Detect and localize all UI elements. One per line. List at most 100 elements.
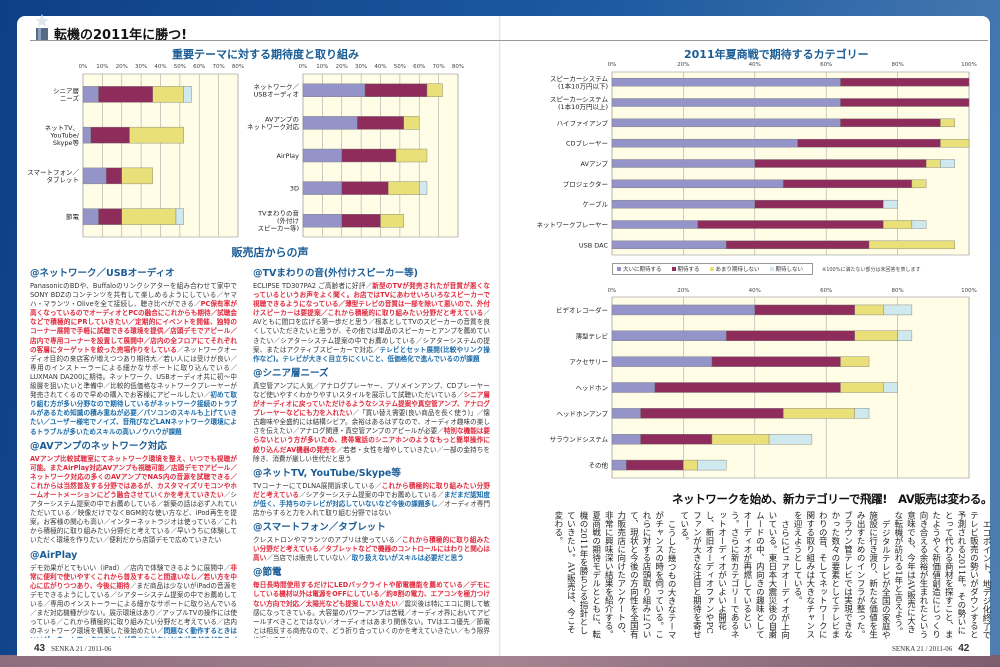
comment-text: ／シアターシステム提案の中でお薦めしている／ (298, 490, 444, 499)
bar-segment-4 (897, 330, 913, 341)
category-label: CDプレーヤー (566, 140, 608, 148)
tick-label: 50% (394, 64, 406, 70)
tick-label: 80% (452, 64, 464, 70)
trophy-icon (35, 14, 49, 40)
bar-segment-1 (611, 382, 656, 393)
chart-summer-a: 0% 20% 40% 60% 80% 100% スピーカーシステム(1本10万円以下) スピー… (537, 62, 977, 256)
footer-left: 43 SENKA 21 / 2011-06 (28, 643, 111, 655)
bar-segment-1 (302, 83, 366, 97)
tick-label: 100% (961, 62, 977, 68)
legend-item: 大いに期待する (617, 265, 662, 273)
chart-themes-b: 0% 10% 20% 30% 40% 50% 60% 70% 80% ネットワーク／ USBオーディ… (247, 64, 464, 238)
tick-label: 60% (820, 62, 832, 68)
tick-label: 40% (749, 62, 761, 68)
article-paragraph: デジタルテレビが全国の家庭や施設に行き渡り、新たな価値を生み出すためのインフラが… (792, 511, 891, 639)
bar-segment-2 (640, 408, 784, 419)
comment-text: ／若者・女性を増やしていきたい／一部の金持ちを除き、消費が厳しい世代だと思う (253, 445, 490, 463)
bar-segment-3 (940, 138, 970, 148)
highlight-red: 新型のTVが発売されたが音質が悪くなっているというお声をよく聞く。お店ではTVに… (253, 282, 490, 318)
bar-segment-4 (419, 181, 428, 195)
legend-swatch (671, 267, 676, 271)
bar-segment-3 (783, 408, 855, 419)
tick-label: 0% (299, 64, 308, 70)
voice-section-body: デモ効果がとてもいい（iPad）／店内で体験できるように展開中／非常に便利で使い… (30, 564, 237, 638)
bar-segment-3 (840, 356, 870, 367)
comment-text: ／まだ商品は少ないがiPadの音源をデモできるようにしている／シアターシステム提… (30, 581, 237, 636)
comment-text: ／AVともに間口を広げる第一歩だと思う／根本としてTVのスピーカーの音質を良くし… (253, 309, 490, 354)
bar-segment-1 (302, 148, 342, 163)
bar-segment-2 (626, 459, 684, 471)
bar-segment-3 (426, 83, 443, 97)
highlight-red: PC保有率が高くなっているのでオーディオとPCの融合にこれからも期待／試聴会など… (30, 300, 237, 354)
article-paragraph: こうした幾つもの大きなテーマがチャンスの時を伺っている。これらに対する店頭取り組… (552, 511, 677, 639)
tick-label: 0% (608, 288, 617, 294)
category-label: AVアンプのネットワーク対応 (247, 116, 300, 131)
highlight-blue: 取り扱えないがスキルは必要だと思う (351, 554, 464, 563)
bar-segment-2 (98, 86, 153, 103)
bar-segment-2 (341, 148, 397, 163)
tick-label: 20% (677, 288, 689, 294)
bar-segment-1 (302, 116, 358, 130)
highlight-blue: 問題なく動作するときはいいが、ネットワークにホストが見つからないときがまだまだあ… (30, 627, 237, 638)
voice-section-body: 毎日長時間使用するだけにLEDバックライトや節電機能を薦めている／デモにしている… (253, 581, 490, 638)
comment-text: ／「買い替え需要(良い商品を長く使う)」／懐古趣味や全盛約には結構シビア。余裕は… (253, 409, 490, 436)
bar-segment-2 (341, 181, 389, 195)
category-label: 3D (290, 185, 299, 193)
category-label: ネットワーク／ USBオーディオ (254, 83, 300, 99)
voice-section-body: クレストロンやマランツのアプリは使っている／これから積極的に取り組みたい分野だと… (253, 536, 490, 563)
category-label: ネットTV、 YouTube/Skype等 (45, 124, 80, 147)
bar-segment-2 (106, 167, 122, 185)
bar-segment-3 (940, 118, 955, 128)
bar-segment-3 (840, 382, 884, 393)
bar-segment-1 (611, 434, 641, 445)
bar-segment-3 (711, 434, 770, 445)
bar-segment-2 (840, 77, 970, 87)
tick-label: 80% (891, 62, 903, 68)
bar-segment-1 (611, 356, 713, 367)
bar-segment-3 (121, 208, 177, 225)
bar-segment-1 (611, 240, 727, 250)
bar-segment-3 (388, 181, 420, 195)
bar-segment-3 (854, 304, 884, 316)
voices-column-2: @TVまわりの音(外付けスピーカー等) ECLIPSE TD307PA2 ご高齢者… (253, 266, 490, 638)
legend-swatch (617, 267, 621, 271)
bar-segment-2 (640, 434, 713, 445)
highlight-red: これから積極的に取り組みたい分野だと考えている／タブレットなどで機器のコントロー… (253, 536, 490, 563)
highlight-red: シニア層がオーディオに戻っていただけるようなシステム提案や真空管アンプ、アナログ… (253, 390, 490, 418)
bar-segment-2 (797, 138, 941, 148)
voice-section-heading: @シニア層ニーズ (253, 367, 329, 379)
background-strip (0, 655, 1000, 667)
voice-section-heading: @節電 (253, 567, 282, 579)
bar-segment-1 (302, 181, 342, 195)
comment-text: デモ効果がとてもいい（iPad）／店内で体験できるように展開中／ (30, 563, 231, 572)
bar-segment-2 (90, 126, 130, 144)
chart-summer-b: 0% 20% 40% 60% 80% 100% ビデオレコーダー薄型テレビアクセサリーヘッド… (550, 288, 977, 479)
bar-segment-2 (697, 220, 884, 229)
voices-title: 販売店からの声 (231, 246, 309, 259)
page-title: 転機の2011年に勝つ! (54, 28, 188, 43)
footer-right: SENKA 21 / 2011-06 42 (892, 643, 975, 655)
bar-segment-2 (726, 240, 870, 250)
legend-item: あまり期待しない (709, 265, 760, 273)
chart-title-summer: 2011年夏商戦で期待するカテゴリー (684, 48, 869, 61)
tick-label: 70% (433, 64, 445, 70)
article-paragraph: さらにピュアオーディオが上向いている。東日本大震災後の自粛ムードの中、内向きの趣… (678, 511, 790, 639)
comment-text: ／ネットワークオーディオ目的の来店客が増えつつあり期待大／若い人には受けが良い／… (30, 345, 237, 400)
legend-item: 期待する (671, 265, 700, 273)
bar-segment-2 (726, 330, 855, 341)
bar-segment-3 (911, 179, 927, 189)
highlight-red: 非常に便利で使いやすくこれから普及すること間違いなし／若い方を中心に広がりつつあ… (30, 563, 237, 590)
bar-segment-1 (611, 159, 756, 168)
tick-label: 10% (96, 64, 108, 70)
bar-segment-3 (868, 240, 955, 250)
bar-segment-1 (611, 77, 841, 87)
bar-segment-1 (82, 167, 107, 185)
voice-section-body: AVアンプ比較試聴室にてネットワーク環境を整え、いつでも視聴が可能。またAirP… (30, 455, 237, 546)
bar-segment-1 (611, 179, 784, 189)
bar-segment-2 (98, 208, 122, 225)
bar-segment-1 (611, 304, 756, 316)
bar-segment-4 (183, 86, 192, 103)
comment-text: ／当店では販売していない／ (266, 554, 352, 563)
comment-text: PanasonicのBDや、Buffaloのリンクシアターを組み合わせて家中でS… (30, 282, 237, 309)
bar-segment-3 (925, 159, 941, 168)
